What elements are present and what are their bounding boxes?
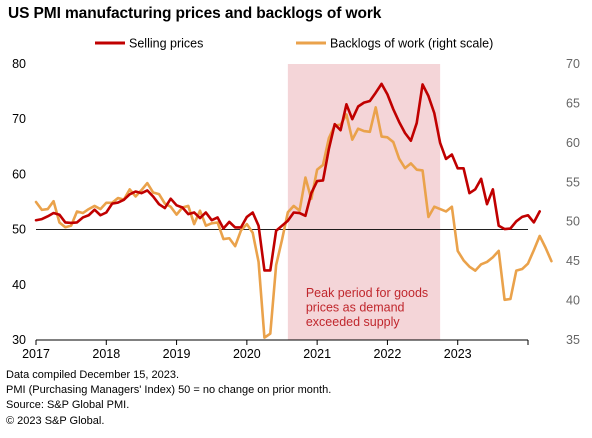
shaded-period-label-line: Peak period for goods (306, 286, 428, 300)
left-tick-label: 60 (12, 167, 26, 181)
right-axis-tick-labels: 35 40 45 50 55 60 65 70 (566, 57, 580, 347)
left-tick-label: 30 (12, 333, 26, 347)
right-tick-label: 45 (566, 254, 580, 268)
series-line-0 (34, 82, 542, 272)
series-lines (34, 82, 553, 339)
legend-label-0: Selling prices (129, 37, 203, 51)
x-tick-label: 2018 (92, 347, 120, 361)
footnote-source: Source: S&P Global PMI. (6, 399, 130, 412)
x-tick-label: 2022 (374, 347, 402, 361)
left-tick-label: 80 (12, 57, 26, 71)
left-tick-label: 50 (12, 223, 26, 237)
left-tick-label: 40 (12, 278, 26, 292)
legend: Selling prices Backlogs of work (right sc… (95, 37, 493, 51)
footnote-copyright: © 2023 S&P Global. (6, 414, 105, 427)
footnote-pmi-definition: PMI (Purchasing Managers' Index) 50 = no… (6, 384, 332, 397)
shaded-period-label-line: exceeded supply (306, 315, 401, 329)
right-tick-label: 40 (566, 294, 580, 308)
chart-title: US PMI manufacturing prices and backlogs… (8, 5, 382, 22)
legend-label-1: Backlogs of work (right scale) (330, 37, 493, 51)
x-tick-label: 2020 (233, 347, 261, 361)
footnote-data-compiled: Data compiled December 15, 2023. (6, 369, 180, 381)
right-tick-label: 55 (566, 175, 580, 189)
x-tick-label: 2017 (22, 347, 50, 361)
right-tick-label: 50 (566, 215, 580, 229)
shaded-period-label-line: prices as demand (306, 301, 405, 315)
right-tick-label: 35 (566, 333, 580, 347)
right-tick-label: 60 (566, 136, 580, 150)
x-tick-label: 2021 (303, 347, 331, 361)
left-tick-label: 70 (12, 112, 26, 126)
left-axis-tick-labels: 30 40 50 60 70 80 (12, 57, 26, 347)
x-tick-label: 2023 (444, 347, 472, 361)
right-tick-label: 70 (566, 57, 580, 71)
series-line-1 (34, 106, 553, 339)
footnotes: Data compiled December 15, 2023. PMI (Pu… (6, 368, 331, 429)
shaded-period (287, 64, 441, 340)
x-axis: 2017 2018 2019 2020 2021 2022 2023 (22, 339, 529, 361)
right-tick-label: 65 (566, 96, 580, 110)
x-tick-label: 2019 (163, 347, 191, 361)
